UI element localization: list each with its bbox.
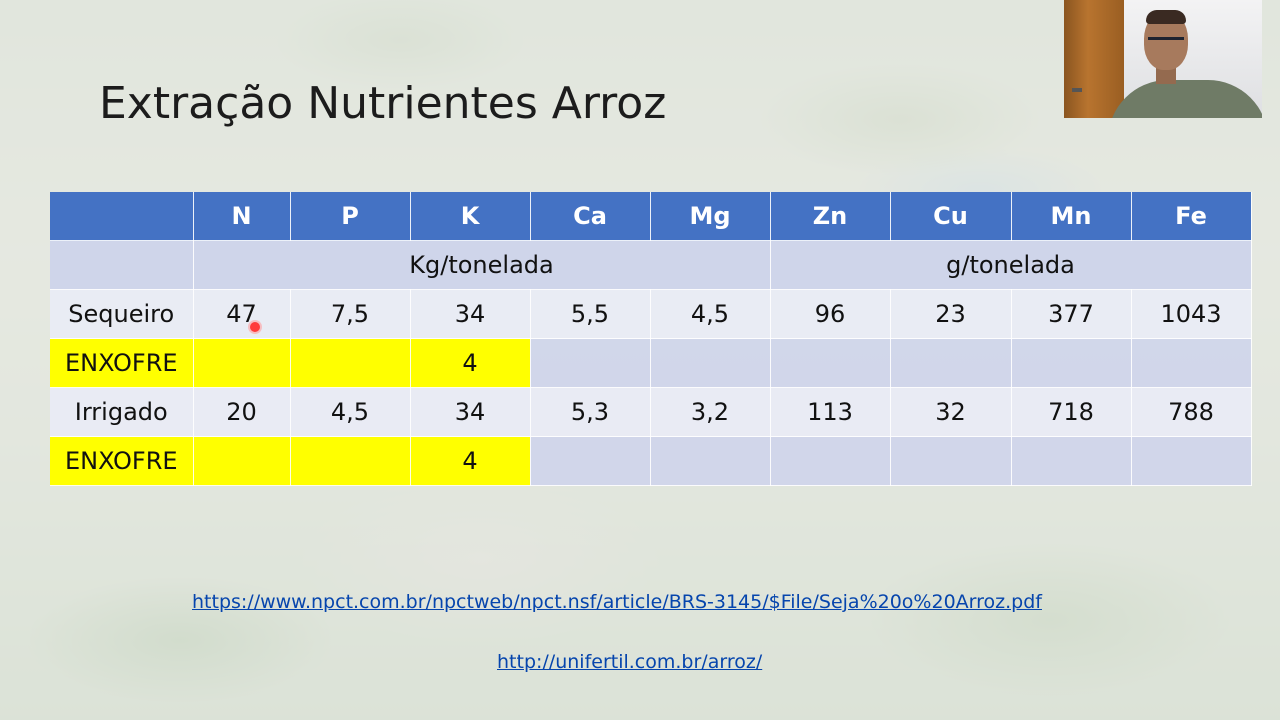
header-cell-ca: Ca xyxy=(530,192,651,241)
units-empty-cell xyxy=(50,240,194,290)
table-cell xyxy=(290,338,411,388)
table-cell: 34 xyxy=(410,289,531,339)
table-cell xyxy=(1131,436,1252,486)
table-row-sequeiro: Sequeiro 47 7,5 34 5,5 4,5 96 23 377 104… xyxy=(50,289,1252,339)
table-cell: 377 xyxy=(1011,289,1132,339)
slide-title: Extração Nutrientes Arroz xyxy=(99,78,667,129)
header-cell-k: K xyxy=(410,192,531,241)
header-cell-fe: Fe xyxy=(1131,192,1252,241)
unifertil-link[interactable]: http://unifertil.com.br/arroz/ xyxy=(497,651,763,673)
table-header-row: N P K Ca Mg Zn Cu Mn Fe xyxy=(50,192,1252,241)
units-kg-cell: Kg/tonelada xyxy=(193,240,771,290)
table-cell: 32 xyxy=(890,387,1012,437)
table-cell xyxy=(770,436,891,486)
table-cell xyxy=(290,436,411,486)
table-cell xyxy=(890,436,1012,486)
table-cell xyxy=(770,338,891,388)
npct-article-link[interactable]: https://www.npct.com.br/npctweb/npct.nsf… xyxy=(192,591,1042,613)
table-units-row: Kg/tonelada g/tonelada xyxy=(50,240,1252,290)
table-cell xyxy=(193,436,291,486)
table-cell: 4 xyxy=(410,338,531,388)
table-cell: 788 xyxy=(1131,387,1252,437)
header-cell-n: N xyxy=(193,192,291,241)
presenter-hair xyxy=(1146,10,1186,24)
row-label: ENXOFRE xyxy=(50,436,194,486)
table-cell: 5,3 xyxy=(530,387,651,437)
row-label: Irrigado xyxy=(50,387,194,437)
presenter-glasses-icon xyxy=(1148,37,1184,48)
table-cell xyxy=(1011,436,1132,486)
table-cell xyxy=(530,338,651,388)
header-cell-mn: Mn xyxy=(1011,192,1132,241)
header-cell-p: P xyxy=(290,192,411,241)
table-cell: 20 xyxy=(193,387,291,437)
row-label: ENXOFRE xyxy=(50,338,194,388)
table-cell: 34 xyxy=(410,387,531,437)
table-cell: 113 xyxy=(770,387,891,437)
table-cell: 4 xyxy=(410,436,531,486)
table-cell xyxy=(650,436,771,486)
header-cell-zn: Zn xyxy=(770,192,891,241)
webcam-door xyxy=(1064,0,1124,118)
table-cell xyxy=(530,436,651,486)
table-cell: 23 xyxy=(890,289,1012,339)
table-cell: 7,5 xyxy=(290,289,411,339)
header-cell-cu: Cu xyxy=(890,192,1012,241)
table-cell: 3,2 xyxy=(650,387,771,437)
table-cell: 47 xyxy=(193,289,291,339)
table-cell: 96 xyxy=(770,289,891,339)
nutrient-table: N P K Ca Mg Zn Cu Mn Fe Kg/tonelada g/to… xyxy=(50,192,1252,486)
table-cell: 4,5 xyxy=(650,289,771,339)
table-cell xyxy=(1011,338,1132,388)
table-cell: 5,5 xyxy=(530,289,651,339)
table-cell: 718 xyxy=(1011,387,1132,437)
header-cell xyxy=(50,192,194,241)
presenter-webcam xyxy=(1064,0,1262,118)
table-row-irrigado: Irrigado 20 4,5 34 5,3 3,2 113 32 718 78… xyxy=(50,387,1252,437)
row-label: Sequeiro xyxy=(50,289,194,339)
table-row-enxofre-sequeiro: ENXOFRE 4 xyxy=(50,338,1252,388)
table-cell xyxy=(890,338,1012,388)
table-cell xyxy=(650,338,771,388)
table-cell: 1043 xyxy=(1131,289,1252,339)
table-row-enxofre-irrigado: ENXOFRE 4 xyxy=(50,436,1252,486)
units-g-cell: g/tonelada xyxy=(770,240,1252,290)
table-cell xyxy=(193,338,291,388)
laser-pointer-icon xyxy=(250,322,260,332)
table-cell: 4,5 xyxy=(290,387,411,437)
header-cell-mg: Mg xyxy=(650,192,771,241)
table-cell xyxy=(1131,338,1252,388)
